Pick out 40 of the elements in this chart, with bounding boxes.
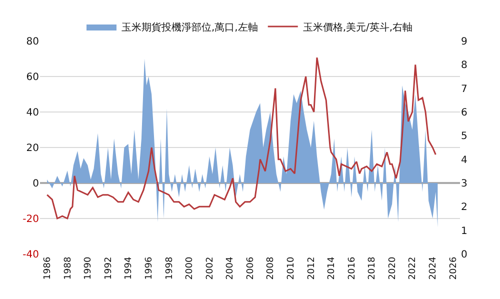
y2-tick-label: 4: [461, 154, 468, 166]
x-tick-label: 2010: [286, 256, 297, 280]
x-tick-label: 2020: [388, 256, 398, 280]
y2-tick-label: 2: [461, 202, 468, 214]
x-tick-label: 2004: [226, 256, 236, 280]
y2-tick-label: 9: [461, 36, 468, 48]
y2-tick-label: 5: [461, 131, 468, 142]
y2-tick-label: 3: [461, 178, 468, 190]
y2-tick-label: 8: [461, 60, 468, 72]
x-tick-label: 1990: [84, 256, 94, 280]
x-tick-label: 1992: [104, 256, 114, 280]
x-tick-label: 2002: [205, 256, 216, 280]
x-tick-label: 2026: [448, 256, 459, 280]
y-tick-label: 20: [26, 143, 39, 154]
x-tick-label: 1998: [164, 256, 175, 280]
y2-tick-label: 7: [461, 84, 468, 95]
y2-tick-label: 0: [461, 250, 468, 260]
x-tick-label: 2016: [347, 256, 358, 280]
x-tick-label: 1988: [63, 256, 74, 280]
x-tick-label: 1986: [43, 256, 54, 280]
x-tick-label: 2000: [185, 256, 196, 280]
x-tick-label: 2014: [327, 256, 338, 280]
x-tick-label: 2012: [306, 256, 317, 280]
x-tick-label: 2006: [246, 256, 256, 280]
x-tick-label: 2018: [368, 256, 378, 280]
x-tick-label: 1994: [124, 256, 134, 280]
x-tick-label: 1996: [144, 256, 154, 280]
y-tick-label: -20: [22, 214, 39, 225]
y-tick-label: 40: [26, 108, 39, 118]
y-tick-label: 80: [26, 36, 39, 48]
y2-tick-label: 6: [461, 108, 468, 118]
x-tick-label: 2008: [266, 256, 276, 280]
legend-label: 玉米期貨投機淨部位,萬口,左軸: [122, 21, 258, 34]
y-tick-label: -40: [22, 250, 39, 260]
y-tick-label: 60: [26, 72, 39, 83]
y-tick-label: 0: [32, 178, 39, 190]
x-tick-label: 2024: [428, 256, 439, 280]
legend-label: 玉米價格,美元/英斗,右軸: [302, 21, 413, 34]
y2-tick-label: 1: [461, 226, 468, 237]
x-tick-label: 2022: [408, 256, 418, 280]
